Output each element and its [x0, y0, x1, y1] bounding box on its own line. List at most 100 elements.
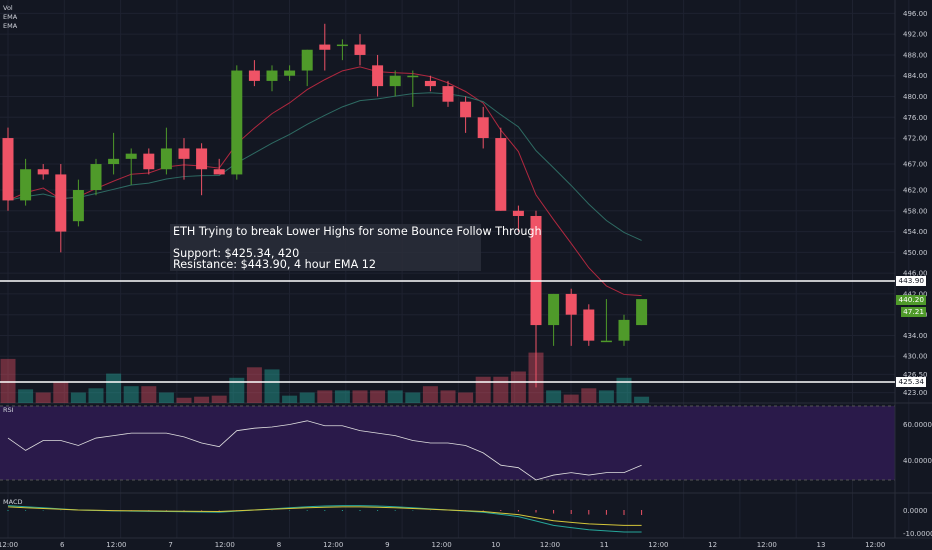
- candle-body: [389, 75, 401, 87]
- annotation-title: ETH Trying to break Lower Highs for some…: [173, 225, 542, 238]
- candle-body: [495, 138, 507, 211]
- rsi-tick-label: 60.0000: [903, 421, 932, 429]
- time-tick-label: 7: [168, 541, 172, 549]
- rsi-tick-label: 40.0000: [903, 457, 932, 465]
- volume-bar: [158, 392, 174, 403]
- candle-body: [354, 44, 366, 55]
- volume-bar: [405, 392, 421, 403]
- volume-bar: [546, 390, 562, 403]
- volume-bar: [246, 367, 262, 403]
- candle-body: [55, 174, 67, 232]
- candle-body: [442, 86, 454, 102]
- volume-bar: [53, 382, 69, 403]
- candle-body: [248, 70, 260, 81]
- volume-bar: [581, 388, 597, 403]
- price-tick-label: 446.00: [903, 270, 928, 278]
- candle-body: [196, 148, 208, 170]
- price-tick-label: 476.00: [903, 114, 928, 122]
- candle-body: [530, 215, 542, 326]
- candle-body: [372, 65, 384, 87]
- time-tick-label: 12:00: [540, 541, 560, 549]
- time-tick-label: 10: [491, 541, 500, 549]
- volume-bar: [334, 390, 350, 403]
- volume-bar: [352, 390, 368, 403]
- volume-bar: [123, 386, 139, 403]
- candle-body: [477, 117, 489, 139]
- macd-tick-label: -10.0000: [903, 530, 932, 538]
- ema-slow-line: [7, 92, 642, 241]
- price-tick-label: 472.00: [903, 135, 928, 143]
- candle-body: [636, 299, 648, 326]
- support-price-tag: 425.34: [896, 377, 926, 387]
- price-tick-label: 423.00: [903, 389, 928, 397]
- candle-body: [143, 153, 155, 170]
- candle-body: [583, 309, 595, 341]
- price-tick-label: 458.00: [903, 207, 928, 215]
- volume-bar: [370, 390, 386, 403]
- price-tick-label: 484.00: [903, 72, 928, 80]
- time-tick-label: 12:00: [0, 541, 18, 549]
- price-tick-label: 450.00: [903, 249, 928, 257]
- volume-bar: [176, 397, 192, 403]
- volume-bar: [458, 392, 474, 403]
- price-tick-label: 430.00: [903, 353, 928, 361]
- candle-body: [72, 190, 84, 222]
- time-tick-label: 12:00: [323, 541, 343, 549]
- ema-price-tag: 47.21: [901, 307, 926, 317]
- volume-bar: [70, 392, 86, 403]
- candle-body: [2, 138, 14, 201]
- chart-annotation[interactable]: ETH Trying to break Lower Highs for some…: [170, 224, 542, 271]
- candle-body: [336, 44, 348, 47]
- volume-bar: [440, 390, 456, 403]
- price-tick-label: 496.00: [903, 10, 928, 18]
- time-tick-label: 6: [60, 541, 65, 549]
- volume-bar: [35, 392, 51, 403]
- volume-bar: [493, 376, 509, 403]
- volume-bar: [0, 358, 16, 403]
- candle-body: [424, 80, 436, 87]
- candle-body: [548, 293, 560, 326]
- time-tick-label: 12:00: [648, 541, 668, 549]
- volume-bar: [598, 390, 614, 403]
- resistance-price-tag: 443.90: [896, 276, 926, 286]
- candle-body: [178, 148, 190, 159]
- candle-body: [266, 70, 278, 81]
- time-tick-label: 12:00: [215, 541, 235, 549]
- volume-bar: [387, 390, 403, 403]
- time-tick-label: 12: [708, 541, 717, 549]
- volume-bar: [18, 389, 34, 403]
- rsi-label: RSI: [3, 406, 14, 414]
- candle-body: [512, 210, 524, 216]
- volume-bar: [264, 369, 280, 403]
- current-price-tag: 440.20: [896, 295, 926, 305]
- price-tick-label: 426.50: [903, 371, 928, 379]
- candle-body: [565, 293, 577, 315]
- volume-bar: [194, 396, 210, 403]
- ema-fast-line: [7, 66, 642, 297]
- volume-bar: [616, 377, 632, 403]
- candle-body: [20, 169, 32, 201]
- candle-body: [460, 101, 472, 118]
- time-tick-label: 12:00: [432, 541, 452, 549]
- volume-bar: [282, 395, 298, 403]
- volume-bar: [141, 386, 157, 403]
- time-tick-label: 12:00: [865, 541, 885, 549]
- annotation-resistance: Resistance: $443.90, 4 hour EMA 12: [173, 258, 377, 271]
- volume-bar: [563, 394, 579, 403]
- candle-body: [160, 148, 172, 170]
- volume-bar: [88, 388, 104, 403]
- volume-bar: [106, 373, 122, 403]
- price-tick-label: 488.00: [903, 51, 928, 59]
- volume-bar: [510, 371, 526, 403]
- volume-bar: [317, 390, 333, 403]
- candle-body: [407, 75, 419, 78]
- time-tick-label: 12:00: [106, 541, 126, 549]
- volume-bar: [422, 386, 438, 403]
- price-tick-label: 434.00: [903, 332, 928, 340]
- candle-body: [37, 169, 49, 175]
- time-tick-label: 8: [277, 541, 281, 549]
- time-tick-label: 9: [385, 541, 389, 549]
- candle-body: [90, 164, 102, 191]
- candle-body: [301, 49, 313, 71]
